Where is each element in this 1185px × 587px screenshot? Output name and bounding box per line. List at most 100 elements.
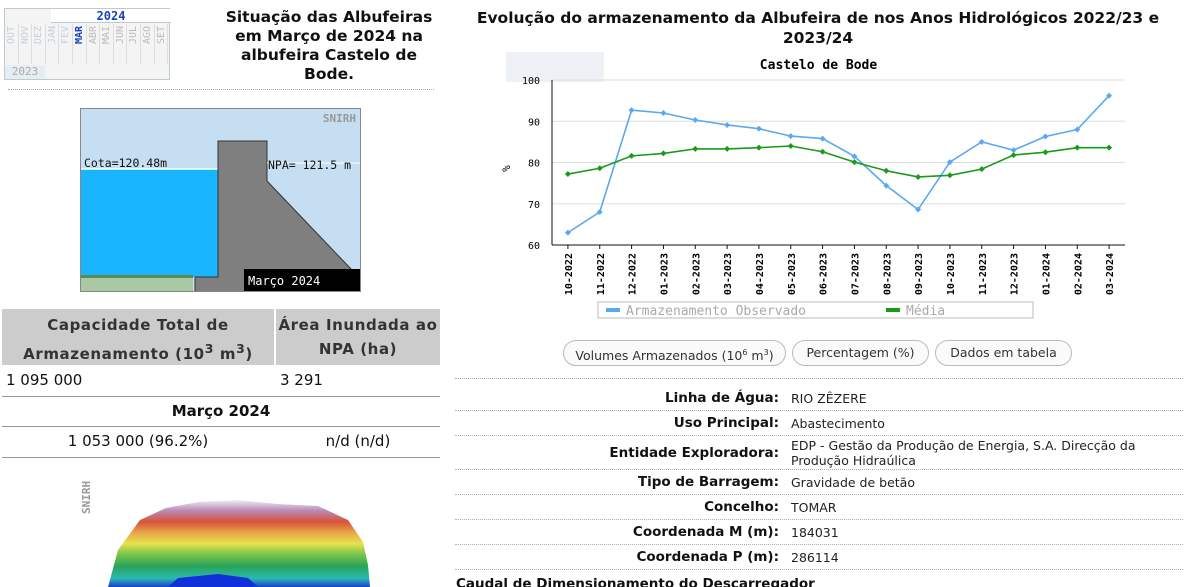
- area-header: Área Inundada ao NPA (ha): [276, 309, 440, 365]
- month-label: DEZ: [33, 26, 45, 45]
- month-item[interactable]: NOV: [19, 24, 33, 64]
- series-point-0: [755, 125, 762, 132]
- series-point-0: [787, 133, 794, 140]
- series-point-1: [724, 145, 731, 152]
- table-data-button[interactable]: Dados em tabela: [935, 340, 1072, 366]
- page-title-left: Situação das Albufeiras em Março de 2024…: [225, 8, 433, 83]
- month-item: JUN: [114, 24, 128, 64]
- x-tick-label: 03-2023: [723, 253, 734, 295]
- series-point-1: [915, 173, 922, 180]
- series-point-1: [883, 167, 890, 174]
- series-point-0: [628, 107, 635, 114]
- series-point-1: [851, 159, 858, 166]
- month-item[interactable]: FEV: [59, 24, 73, 64]
- info-label: Entidade Exploradora:: [609, 444, 779, 461]
- terrain-image: SNIRH: [78, 470, 378, 587]
- y-tick-label: 90: [528, 117, 540, 128]
- month-label: MAR: [73, 26, 85, 45]
- terrain-brand: SNIRH: [80, 481, 93, 514]
- month-item-active[interactable]: MAR: [73, 24, 87, 64]
- series-line-0: [567, 95, 1110, 234]
- info-label: Linha de Água:: [664, 390, 779, 406]
- month-label: JAN: [46, 26, 58, 45]
- series-point-1: [628, 152, 635, 159]
- info-label: Coordenada P (m):: [636, 549, 779, 565]
- info-label: Concelho:: [704, 499, 779, 515]
- info-value: Abastecimento: [791, 415, 885, 431]
- month-label: AGO: [141, 26, 153, 45]
- stored-value: 1 053 000 (96.2%): [67, 432, 209, 450]
- page-title-right: Evolução do armazenamento da Albufeira d…: [476, 9, 1160, 47]
- divider: [2, 426, 440, 427]
- dam-date-label: Março 2024: [244, 269, 360, 291]
- series-point-0: [1106, 92, 1113, 99]
- series-point-1: [564, 171, 571, 178]
- chart-title: Castelo de Bode: [760, 58, 878, 73]
- divider: [2, 457, 440, 458]
- month-label: ABR: [87, 26, 99, 45]
- series-point-1: [755, 144, 762, 151]
- month-item[interactable]: JAN: [46, 24, 60, 64]
- series-point-0: [596, 209, 603, 215]
- month-selector: 2024 OUT NOV DEZ JAN FEV MAR ABR MAI JUN…: [4, 8, 171, 80]
- info-row-use: Uso Principal: Abastecimento: [455, 411, 1183, 436]
- info-row-coord-m: Coordenada M (m): 184031: [455, 520, 1183, 545]
- month-item: JUL: [127, 24, 141, 64]
- divider: [455, 378, 1183, 379]
- info-label: Coordenada M (m):: [632, 524, 779, 540]
- series-point-1: [1042, 149, 1049, 156]
- series-point-0: [724, 121, 731, 128]
- info-value: RIO ZÊZERE: [791, 390, 867, 406]
- series-point-0: [564, 229, 571, 236]
- volumes-button-sup: 3: [763, 348, 769, 357]
- cota-label: Cota=120.48m: [84, 156, 168, 170]
- capacity-header-sup: 3: [204, 341, 215, 356]
- info-row-dam-type: Tipo de Barragem: Gravidade de betão: [455, 470, 1183, 495]
- volumes-button-end: ): [768, 348, 774, 364]
- series-point-1: [819, 148, 826, 155]
- series-point-1: [692, 145, 699, 152]
- info-value: 184031: [791, 524, 839, 540]
- series-point-0: [660, 110, 667, 116]
- capacity-value: 1 095 000: [6, 371, 83, 389]
- current-year[interactable]: 2024: [51, 9, 171, 23]
- month-label: SET: [155, 26, 167, 45]
- x-tick-label: 02-2023: [691, 253, 702, 295]
- info-value: EDP - Gestão da Produção de Energia, S.A…: [791, 437, 1136, 468]
- month-item: SET: [155, 24, 169, 64]
- ground: [81, 275, 193, 291]
- previous-year[interactable]: 2023: [5, 65, 45, 79]
- y-axis-label: %: [500, 165, 513, 172]
- x-tick-label: 07-2023: [850, 253, 861, 295]
- x-tick-label: 01-2024: [1041, 253, 1052, 295]
- month-item: ABR: [87, 24, 101, 64]
- area-value: 3 291: [280, 371, 323, 389]
- divider: [8, 89, 434, 90]
- volumes-button[interactable]: Volumes Armazenados (106 m3): [563, 340, 786, 366]
- dam-drawing: [81, 140, 360, 291]
- series-point-1: [946, 172, 953, 179]
- series-point-1: [1010, 152, 1017, 159]
- y-tick-label: 80: [528, 159, 540, 170]
- month-item: AGO: [141, 24, 155, 64]
- month-label: NOV: [19, 26, 31, 45]
- capacity-header: Capacidade Total de Armazenamento (103 m…: [2, 309, 274, 365]
- percentage-button[interactable]: Percentagem (%): [792, 340, 929, 366]
- info-row-water-line: Linha de Água: RIO ZÊZERE: [455, 386, 1183, 411]
- month-label: OUT: [6, 26, 17, 45]
- series-point-0: [946, 159, 953, 166]
- legend-label: Armazenamento Observado: [626, 304, 806, 319]
- ground-edge: [81, 275, 193, 278]
- legend-label: Média: [906, 304, 945, 319]
- y-tick-label: 100: [522, 76, 540, 87]
- month-item[interactable]: DEZ: [32, 24, 46, 64]
- x-tick-label: 10-2022: [564, 253, 575, 295]
- x-tick-label: 11-2023: [978, 253, 989, 295]
- series-point-1: [596, 165, 603, 172]
- area-month-value: n/d (n/d): [325, 432, 391, 450]
- x-tick-label: 02-2024: [1073, 253, 1084, 295]
- volumes-button-label: Volumes Armazenados (10: [575, 348, 743, 364]
- series-point-0: [819, 135, 826, 142]
- terrain-surface: [108, 500, 370, 587]
- month-item[interactable]: OUT: [5, 24, 19, 64]
